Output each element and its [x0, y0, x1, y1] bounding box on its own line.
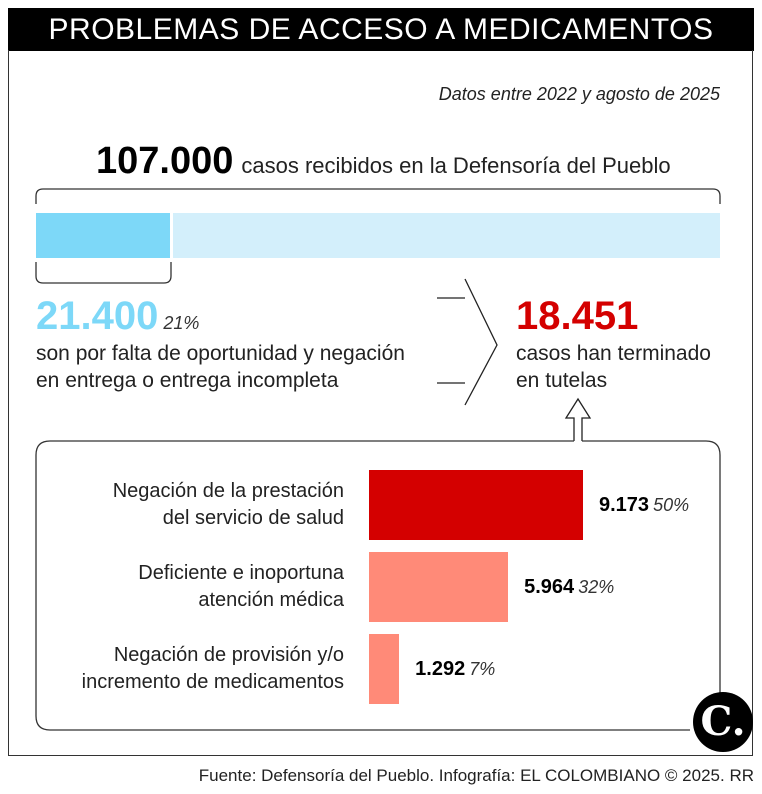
- subtitle: Datos entre 2022 y agosto de 2025: [438, 84, 720, 104]
- share-line2: en entrega o entrega incompleta: [36, 369, 339, 392]
- value-label: 1.292 7%: [415, 658, 495, 681]
- tutelas-description: casos han terminado en tutelas: [516, 340, 711, 394]
- share-description: son por falta de oportunidad y negación e…: [36, 340, 405, 394]
- bar-percent: 50%: [653, 495, 690, 515]
- value-label: 9.173 50%: [599, 494, 689, 517]
- share-percent: 21%: [163, 313, 200, 333]
- tutelas-line2: en tutelas: [516, 369, 608, 392]
- category-label-line: atención médica: [198, 589, 344, 611]
- chevron-arrow-icon: [437, 278, 498, 406]
- footer-source: Fuente: Defensoría del Pueblo. Infografí…: [198, 766, 754, 785]
- share-bracket: [35, 262, 172, 284]
- category-label: Negación de provisión y/o incremento de m…: [24, 642, 344, 696]
- bar-percent: 32%: [578, 577, 615, 597]
- bar-value: 5.964: [524, 576, 575, 598]
- bar: [369, 634, 400, 704]
- share-stat: 21.400 21%: [36, 294, 199, 339]
- category-label-line: Deficiente e inoportuna: [138, 562, 344, 584]
- category-label: Negación de la prestación del servicio de…: [24, 478, 344, 532]
- total-value: 107.000: [96, 140, 234, 182]
- share-value: 21.400: [36, 294, 159, 338]
- bar: [369, 552, 509, 622]
- up-arrow-icon: [564, 397, 592, 441]
- logo: C.: [693, 692, 753, 752]
- tutelas-value: 18.451: [516, 294, 639, 338]
- frame: [8, 50, 753, 756]
- title: PROBLEMAS DE ACCESO A MEDICAMENTOS: [8, 8, 754, 51]
- category-box: [35, 440, 721, 731]
- bar-percent: 7%: [469, 659, 496, 679]
- share-line1: son por falta de oportunidad y negación: [36, 342, 405, 365]
- tutelas-line1: casos han terminado: [516, 342, 711, 365]
- bar: [369, 470, 583, 540]
- bar-value: 9.173: [599, 494, 650, 516]
- value-label: 5.964 32%: [524, 576, 614, 599]
- category-label: Deficiente e inoportuna atención médica: [24, 560, 344, 614]
- category-label-line: Negación de provisión y/o: [113, 644, 344, 666]
- category-label-line: Negación de la prestación: [112, 480, 344, 502]
- category-label-line: incremento de medicamentos: [81, 671, 344, 693]
- top-bracket: [35, 188, 721, 204]
- total-cases: 107.000 casos recibidos en la Defensoría …: [96, 140, 671, 183]
- share-bar: [36, 213, 173, 258]
- category-label-line: del servicio de salud: [162, 507, 344, 529]
- bar-value: 1.292: [415, 658, 466, 680]
- total-label: casos recibidos en la Defensoría del Pue…: [241, 153, 671, 178]
